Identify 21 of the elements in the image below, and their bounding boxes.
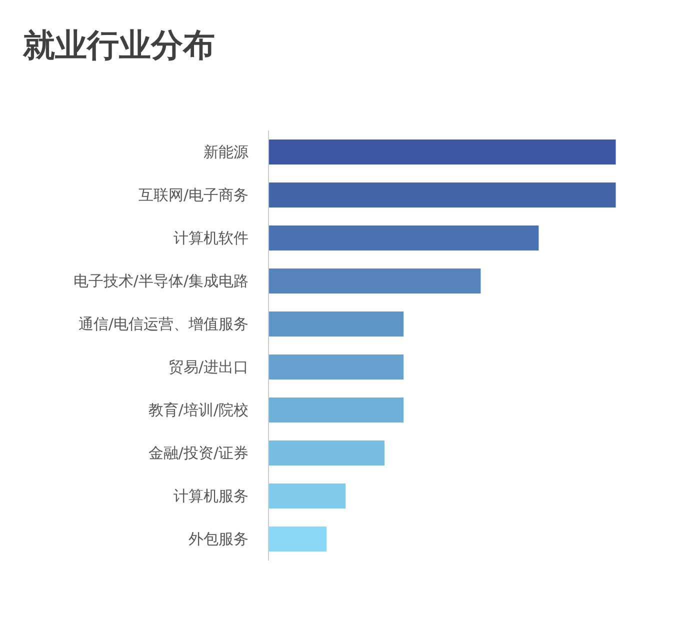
bar (268, 140, 616, 164)
bar (268, 526, 326, 552)
bar (268, 440, 384, 466)
bar (268, 226, 539, 250)
bar (268, 312, 404, 336)
bar (268, 484, 346, 508)
bar (268, 182, 616, 208)
bar (268, 268, 481, 294)
y-tick-label: 金融/投资/证券 (148, 444, 248, 462)
y-tick-label: 电子技术/半导体/集成电路 (73, 272, 248, 290)
bar (268, 354, 404, 380)
y-tick-label: 通信/电信运营、增值服务 (78, 315, 249, 333)
y-tick-label: 贸易/进出口 (168, 358, 249, 376)
y-tick-label: 新能源 (204, 143, 248, 161)
y-tick-label: 互联网/电子商务 (138, 186, 249, 204)
y-tick-label: 外包服务 (188, 530, 248, 548)
y-tick-label: 计算机服务 (174, 487, 248, 505)
chart-title: 就业行业分布 (23, 25, 215, 66)
y-tick-label: 计算机软件 (174, 229, 248, 247)
y-tick-label: 教育/培训/院校 (148, 401, 248, 419)
bar (268, 398, 404, 422)
